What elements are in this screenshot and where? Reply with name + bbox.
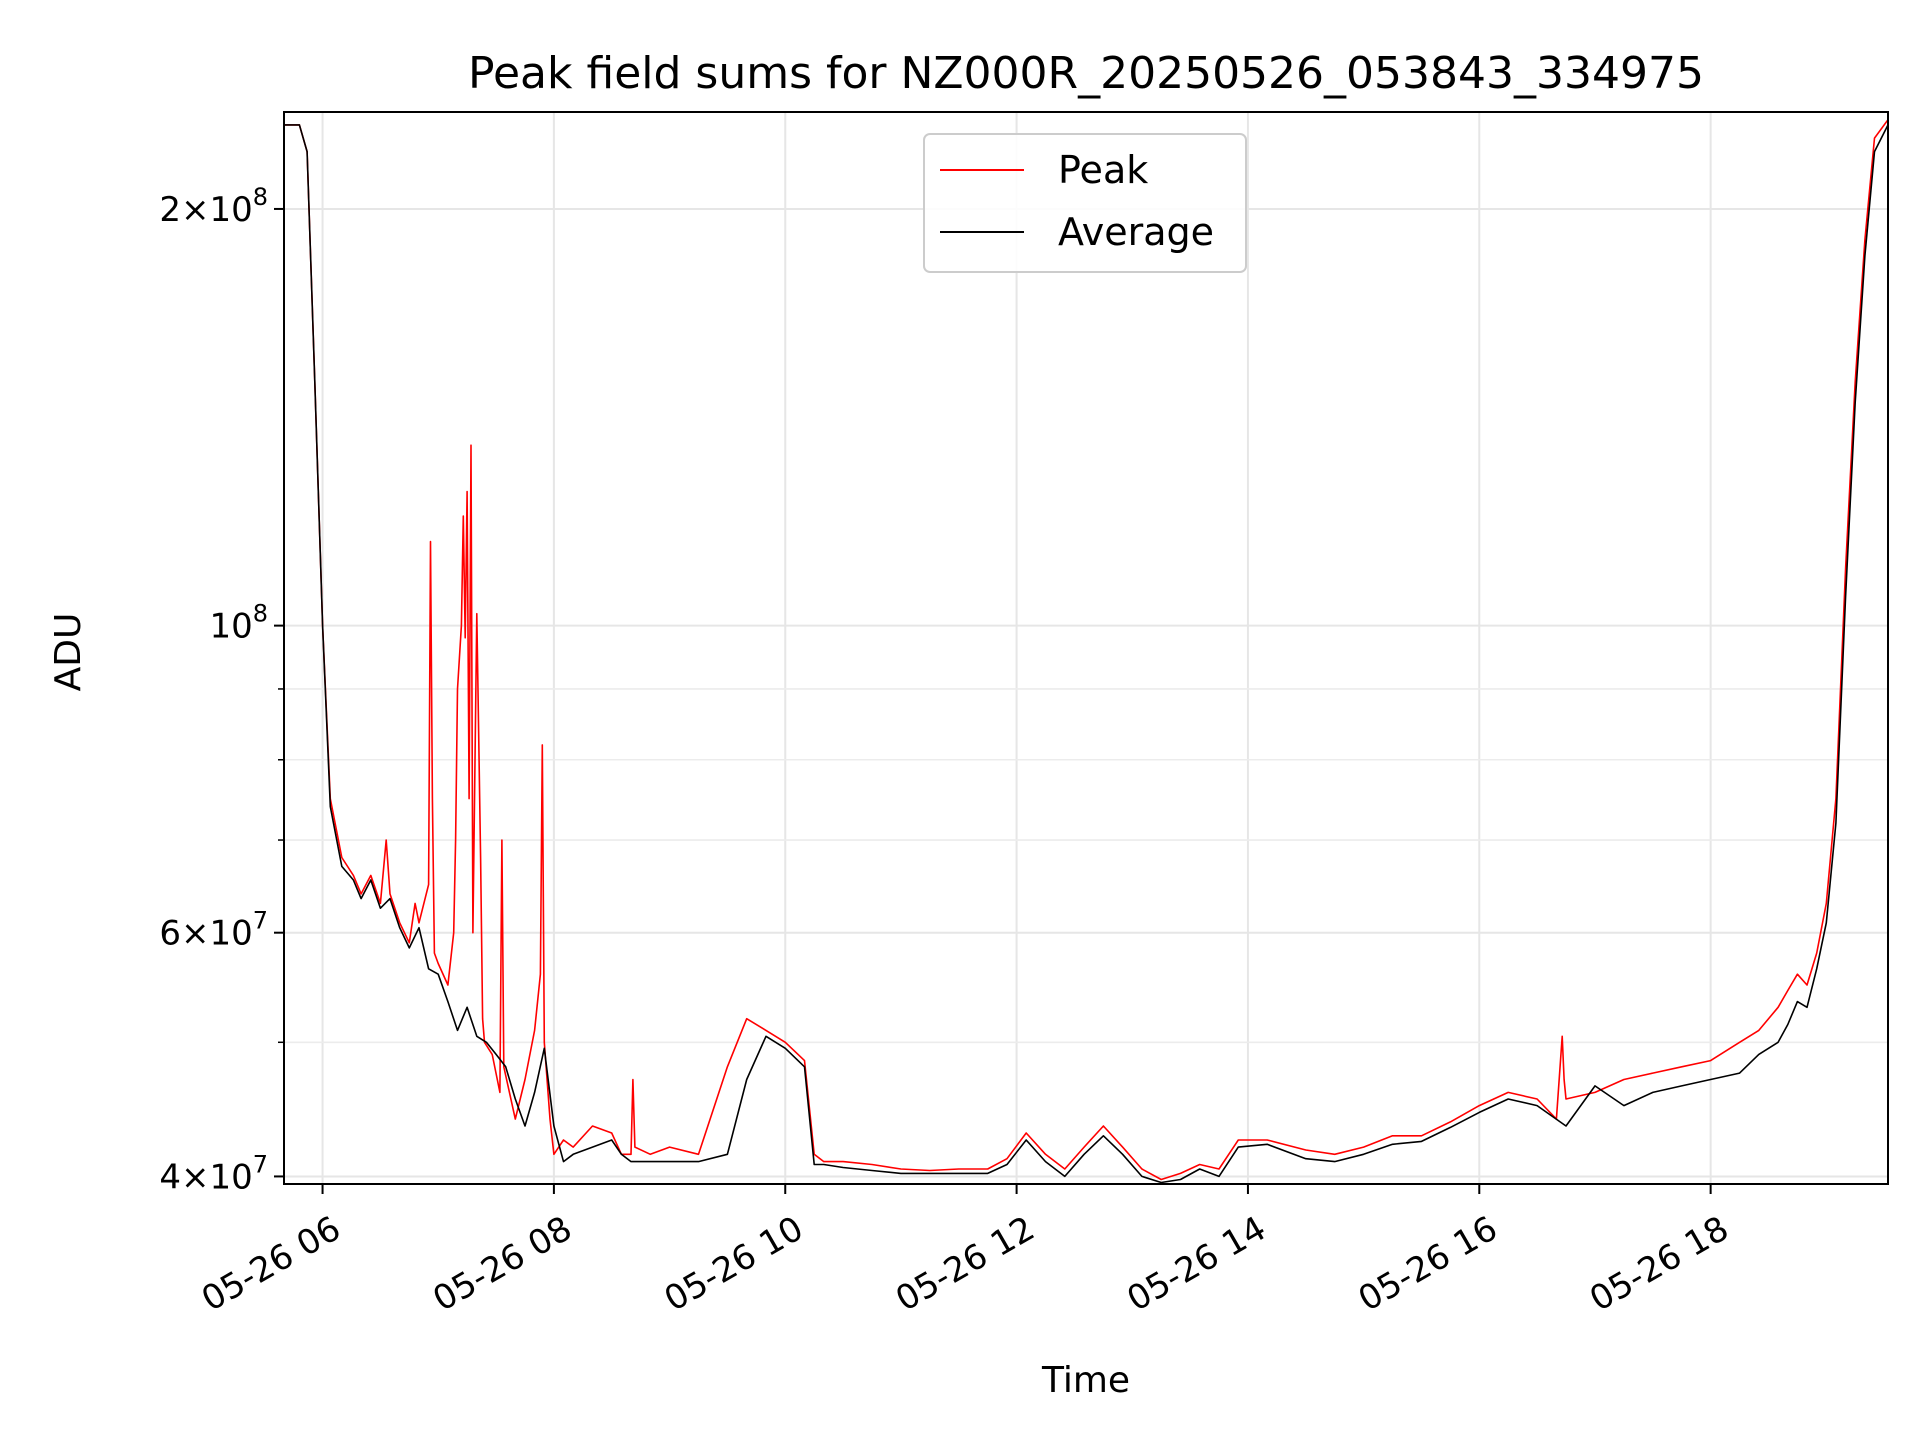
y-tick-base: 10 [209,607,252,647]
y-tick-exponent: 7 [253,907,268,935]
y-tick-label: 108 [209,600,268,647]
y-tick-exponent: 7 [253,1150,268,1178]
y-tick-exponent: 8 [253,183,268,211]
legend-label: Average [1058,210,1214,254]
y-tick-label: 4×107 [159,1150,268,1197]
y-axis-label: ADU [48,613,89,692]
y-tick-exponent: 8 [253,600,268,628]
y-tick-base: 6×10 [159,914,252,954]
legend: Peak Average [923,133,1247,273]
series-line-average [284,124,1889,1184]
y-tick-label: 2×108 [159,183,268,230]
y-tick-base: 2×10 [159,190,252,230]
y-tick-base: 4×10 [159,1157,252,1197]
y-tick-label: 6×107 [159,907,268,954]
legend-box [923,133,1247,273]
legend-label: Peak [1058,148,1148,192]
x-axis-label: Time [1041,1360,1130,1401]
chart-title: Peak field sums for NZ000R_20250526_0538… [468,48,1704,99]
series-line-peak [284,119,1889,1181]
plot-frame [283,111,1889,1185]
series-layer [284,119,1889,1184]
